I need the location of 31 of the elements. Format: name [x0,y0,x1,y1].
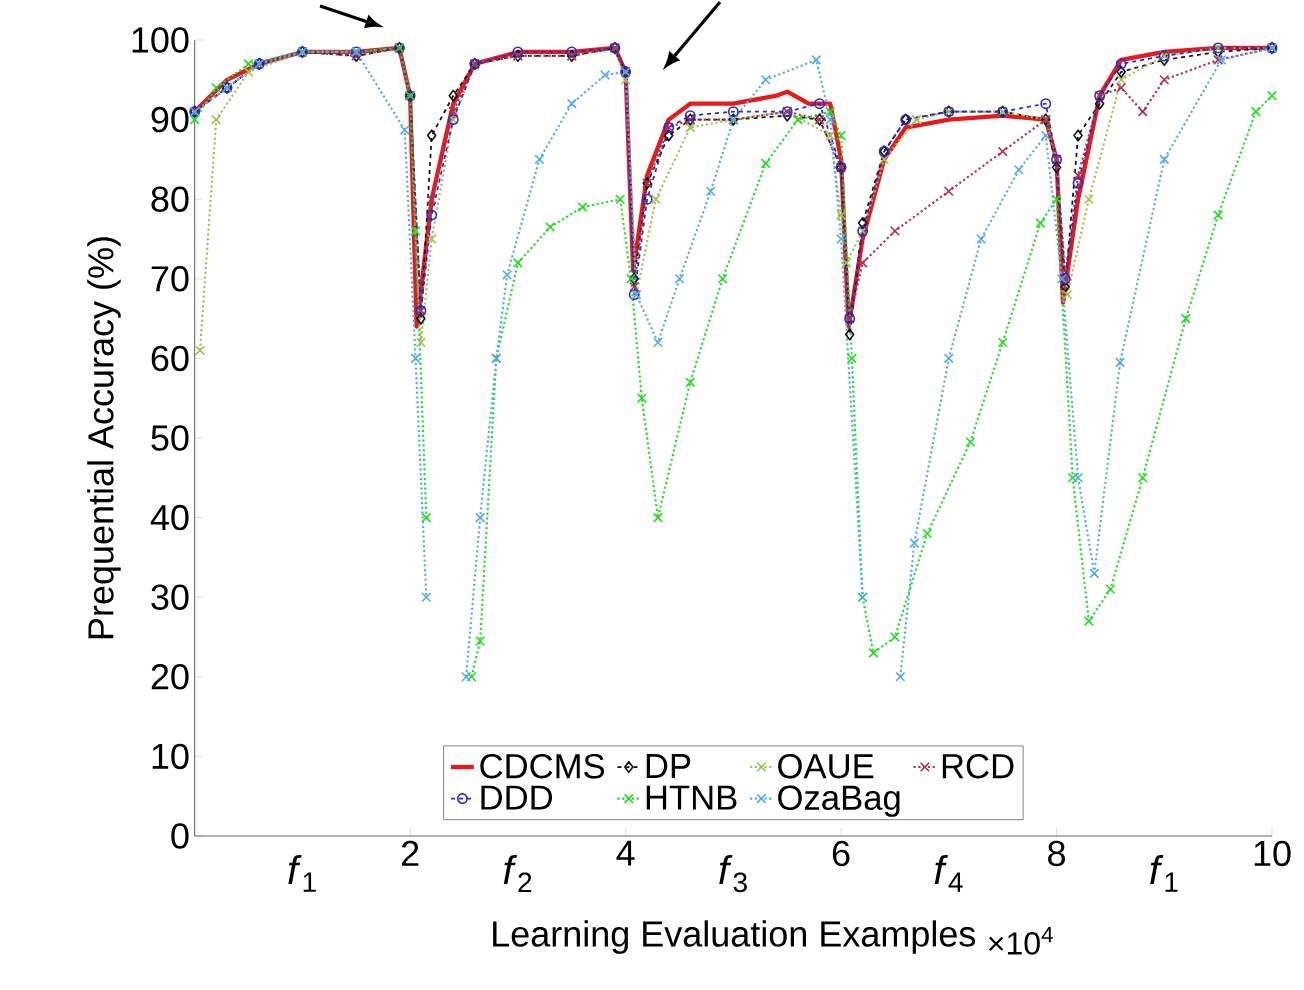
legend-label: DDD [481,785,553,810]
legend-label: OzaBag [778,785,900,817]
legend-label: DP [646,754,691,778]
x-tick-label: 8 [1048,840,1065,867]
legend-label: RCD [942,753,1014,779]
y-tick-label: 0 [171,823,189,849]
text: f$_{1}$ [1150,854,1178,892]
y-axis-title: Prequential Accuracy (%) [87,237,121,639]
legend-label: CDCMS [480,753,605,779]
x-tick-label: 4 [616,840,635,866]
y-tick-label: 50 [151,425,189,451]
y-tick-label: 100 [132,27,189,53]
y-tick-label: 80 [151,186,189,212]
text: f$_{3}$ [719,854,747,893]
y-tick-label: 40 [150,504,189,531]
y-tick-label: 10 [152,743,189,770]
x-axis-title: Learning Evaluation Examples [493,920,976,954]
legend-label: OAUE [778,753,874,779]
y-tick-label: 30 [151,584,189,610]
y-tick-label: 20 [151,664,189,690]
x-tick-label: 6 [832,840,850,867]
text: f$_{4}$ [934,854,963,892]
text: ×10$^{4}$ [989,926,1053,955]
y-tick-label: 60 [151,345,189,372]
legend-label: HTNB [646,785,737,810]
x-tick-label: 10 [1254,840,1291,867]
text: f$_{2}$ [503,854,532,893]
text: f$_{1}$ [288,854,316,892]
y-tick-label: 70 [151,266,189,292]
x-tick-label: 2 [401,840,419,866]
y-tick-label: 90 [151,106,189,133]
